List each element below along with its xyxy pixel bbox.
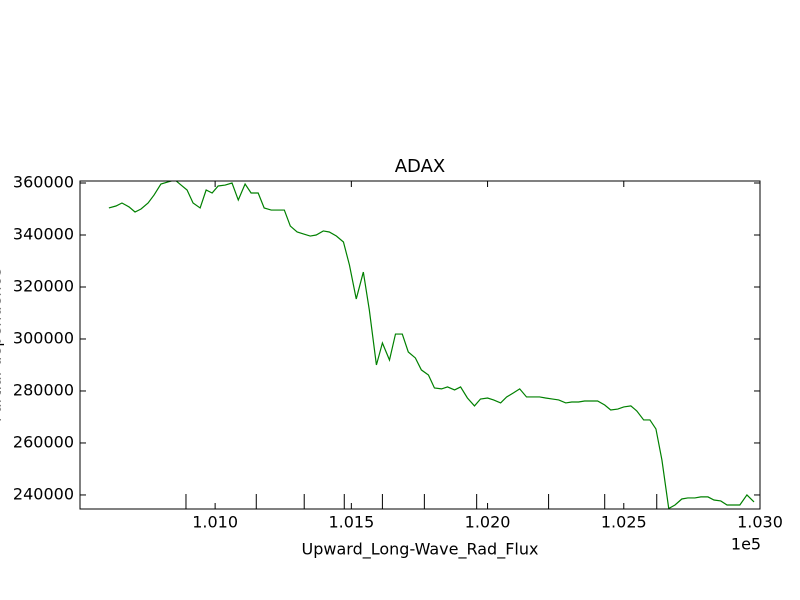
- x-tick-label: 1.020: [465, 513, 511, 532]
- y-tick-label: 240000: [13, 484, 74, 503]
- y-tick-label: 320000: [13, 276, 74, 295]
- data-line: [108, 181, 755, 509]
- x-tick-label: 1.015: [328, 513, 374, 532]
- y-tick-label: 280000: [13, 380, 74, 399]
- x-offset-label: 1e5: [731, 535, 761, 554]
- y-tick-label: 260000: [13, 432, 74, 451]
- y-tick-label: 300000: [13, 328, 74, 347]
- x-tick-label: 1.030: [737, 513, 783, 532]
- x-tick-label: 1.010: [192, 513, 238, 532]
- y-axis-label: Partial dependence: [0, 268, 5, 422]
- chart-title: ADAX: [395, 156, 446, 177]
- y-tick-label: 340000: [13, 224, 74, 243]
- y-tick-label: 360000: [13, 173, 74, 192]
- x-tick-label: 1.025: [601, 513, 647, 532]
- plot-frame: [79, 180, 761, 510]
- x-axis-label: Upward_Long-Wave_Rad_Flux: [302, 540, 539, 560]
